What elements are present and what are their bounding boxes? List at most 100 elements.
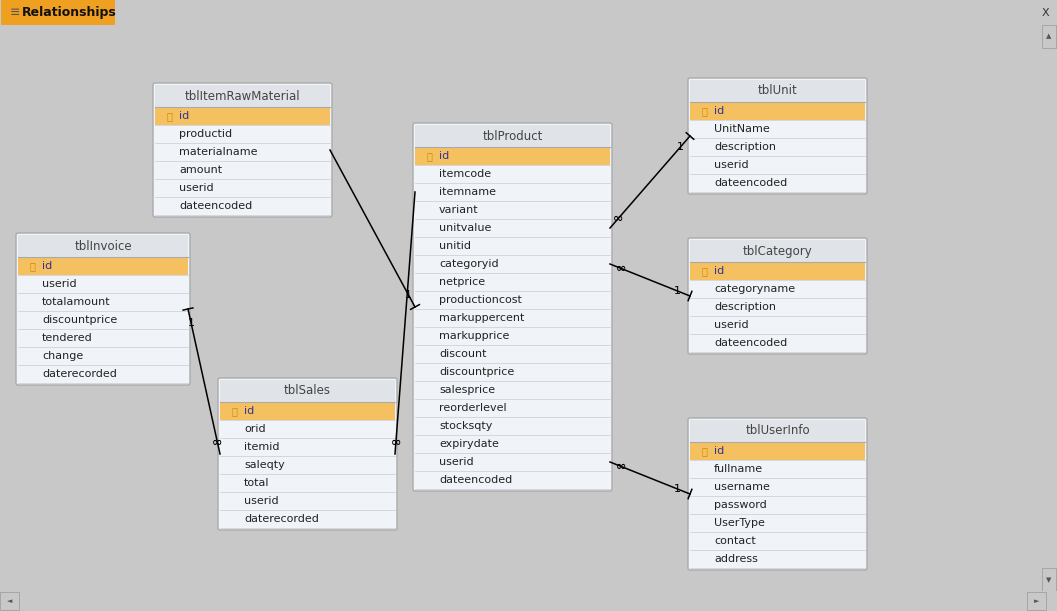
Text: id: id xyxy=(42,261,52,271)
Text: reorderlevel: reorderlevel xyxy=(439,403,506,413)
Text: userid: userid xyxy=(42,279,76,289)
Bar xyxy=(415,147,610,165)
Bar xyxy=(690,262,865,280)
Text: description: description xyxy=(713,142,776,152)
Text: tblItemRawMaterial: tblItemRawMaterial xyxy=(185,89,300,103)
Bar xyxy=(690,442,865,460)
Text: 1: 1 xyxy=(678,142,684,152)
FancyBboxPatch shape xyxy=(688,418,867,570)
Text: userid: userid xyxy=(179,183,214,193)
Text: userid: userid xyxy=(713,160,748,170)
Text: markupprice: markupprice xyxy=(439,331,509,341)
Text: unitid: unitid xyxy=(439,241,471,251)
Text: stocksqty: stocksqty xyxy=(439,421,493,431)
Text: itemid: itemid xyxy=(244,442,279,452)
Text: UserType: UserType xyxy=(713,518,765,528)
Text: Relationships: Relationships xyxy=(22,6,116,19)
Text: ►: ► xyxy=(1034,598,1040,604)
Text: description: description xyxy=(713,302,776,312)
Text: ∞: ∞ xyxy=(616,460,627,473)
Text: discount: discount xyxy=(439,349,486,359)
Bar xyxy=(1027,592,1046,610)
Text: address: address xyxy=(713,554,758,564)
Text: 1: 1 xyxy=(187,318,194,327)
Text: categoryname: categoryname xyxy=(713,284,795,294)
Text: netprice: netprice xyxy=(439,277,485,287)
FancyBboxPatch shape xyxy=(413,123,612,491)
FancyBboxPatch shape xyxy=(688,78,867,194)
FancyBboxPatch shape xyxy=(1,0,115,25)
Text: dateencoded: dateencoded xyxy=(713,178,787,188)
FancyBboxPatch shape xyxy=(153,83,332,217)
Text: tblSales: tblSales xyxy=(284,384,331,398)
Bar xyxy=(1042,25,1056,48)
Text: orid: orid xyxy=(244,424,265,434)
Text: id: id xyxy=(713,266,724,276)
Text: markuppercent: markuppercent xyxy=(439,313,524,323)
Text: itemname: itemname xyxy=(439,187,496,197)
Text: saleqty: saleqty xyxy=(244,460,284,470)
Text: ⚿: ⚿ xyxy=(426,151,432,161)
Text: discountprice: discountprice xyxy=(439,367,515,377)
Text: ∞: ∞ xyxy=(212,436,223,449)
Text: fullname: fullname xyxy=(713,464,763,474)
Text: ⚿: ⚿ xyxy=(29,261,35,271)
Text: X: X xyxy=(1041,7,1049,18)
Text: tendered: tendered xyxy=(42,333,93,343)
Text: ◄: ◄ xyxy=(6,598,13,604)
Text: dateencoded: dateencoded xyxy=(179,201,253,211)
Text: tblCategory: tblCategory xyxy=(743,244,813,257)
Text: unitvalue: unitvalue xyxy=(439,223,492,233)
Text: ∞: ∞ xyxy=(616,262,627,275)
Text: id: id xyxy=(713,106,724,116)
Text: totalamount: totalamount xyxy=(42,297,111,307)
Bar xyxy=(0,592,19,610)
Text: expirydate: expirydate xyxy=(439,439,499,449)
Bar xyxy=(1042,568,1056,591)
Text: ≡: ≡ xyxy=(10,6,20,19)
Text: 1: 1 xyxy=(673,286,681,296)
Text: discountprice: discountprice xyxy=(42,315,117,325)
Text: salesprice: salesprice xyxy=(439,385,495,395)
Bar xyxy=(18,257,188,275)
Text: productid: productid xyxy=(179,129,233,139)
Bar xyxy=(220,380,395,402)
Bar xyxy=(220,402,395,420)
Bar xyxy=(690,240,865,262)
Text: itemcode: itemcode xyxy=(439,169,492,179)
Bar xyxy=(690,80,865,102)
Text: ∞: ∞ xyxy=(613,213,623,225)
Text: tblUnit: tblUnit xyxy=(758,84,797,98)
Text: change: change xyxy=(42,351,84,361)
Text: dateencoded: dateencoded xyxy=(713,338,787,348)
Text: productioncost: productioncost xyxy=(439,295,522,305)
Bar xyxy=(155,107,330,125)
Text: variant: variant xyxy=(439,205,479,215)
Text: daterecorded: daterecorded xyxy=(244,514,319,524)
Text: amount: amount xyxy=(179,165,222,175)
Text: total: total xyxy=(244,478,270,488)
Bar xyxy=(415,125,610,147)
Text: id: id xyxy=(713,446,724,456)
Text: ⚿: ⚿ xyxy=(701,266,707,276)
Text: UnitName: UnitName xyxy=(713,124,769,134)
Text: tblUserInfo: tblUserInfo xyxy=(745,425,810,437)
Text: ⚿: ⚿ xyxy=(166,111,172,121)
Text: ⚿: ⚿ xyxy=(701,106,707,116)
Text: tblInvoice: tblInvoice xyxy=(74,240,132,252)
Text: username: username xyxy=(713,482,769,492)
Text: categoryid: categoryid xyxy=(439,259,499,269)
Text: id: id xyxy=(439,151,449,161)
Text: id: id xyxy=(179,111,189,121)
Text: password: password xyxy=(713,500,766,510)
Bar xyxy=(690,420,865,442)
Text: dateencoded: dateencoded xyxy=(439,475,513,485)
Bar xyxy=(155,85,330,107)
Text: id: id xyxy=(244,406,255,416)
Text: ▼: ▼ xyxy=(1046,577,1052,583)
Text: ▲: ▲ xyxy=(1046,34,1052,39)
Text: 1: 1 xyxy=(405,290,412,299)
Text: 1: 1 xyxy=(673,484,681,494)
Bar xyxy=(18,235,188,257)
Text: ⚿: ⚿ xyxy=(701,446,707,456)
